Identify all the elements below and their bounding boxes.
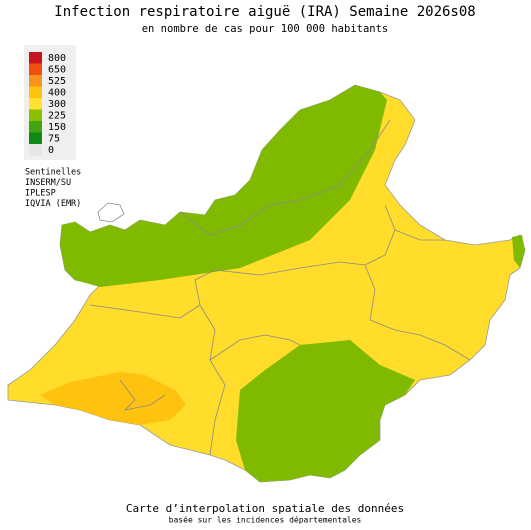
legend-swatch xyxy=(29,75,42,87)
source-label: IQVIA (EMR) xyxy=(25,199,81,209)
legend-label: 400 xyxy=(48,88,66,99)
legend-swatch xyxy=(29,132,42,144)
department-border xyxy=(179,119,391,236)
enclave xyxy=(97,202,125,223)
source-label: INSERM/SU xyxy=(25,178,71,188)
department-border xyxy=(364,264,471,361)
zone-green-southeast xyxy=(236,340,415,482)
footer-title: Carte d’interpolation spatiale des donné… xyxy=(126,502,404,515)
legend-label: 300 xyxy=(48,99,66,110)
legend-swatch xyxy=(29,144,42,156)
footer-subtitle: basée sur les incidences départementales xyxy=(169,515,362,525)
legend-label: 225 xyxy=(48,111,66,122)
department-border xyxy=(119,379,166,411)
source-label: IPLESP xyxy=(25,189,56,199)
legend-label: 75 xyxy=(48,134,60,145)
legend-swatch xyxy=(29,63,42,75)
legend-label: 650 xyxy=(48,65,66,76)
legend-label: 0 xyxy=(48,145,54,156)
legend-swatch xyxy=(29,121,42,133)
legend-label: 525 xyxy=(48,76,66,87)
zone-green-north xyxy=(60,85,387,287)
legend-swatch xyxy=(29,52,42,64)
legend-label: 800 xyxy=(48,53,66,64)
subtitle: en nombre de cas pour 100 000 habitants xyxy=(142,23,389,35)
region-map xyxy=(7,84,526,483)
department-border xyxy=(209,359,226,456)
department-border xyxy=(199,304,301,361)
legend-swatch xyxy=(29,98,42,110)
zone-orange-southwest xyxy=(40,372,186,425)
legend-swatch xyxy=(29,86,42,98)
legend-swatch xyxy=(29,109,42,121)
legend-label: 150 xyxy=(48,122,66,133)
department-border xyxy=(89,204,396,319)
title: Infection respiratoire aiguë (IRA) Semai… xyxy=(54,4,475,20)
zone-green-east xyxy=(512,235,525,268)
department-border xyxy=(394,229,445,241)
source-label: Sentinelles xyxy=(25,168,81,178)
